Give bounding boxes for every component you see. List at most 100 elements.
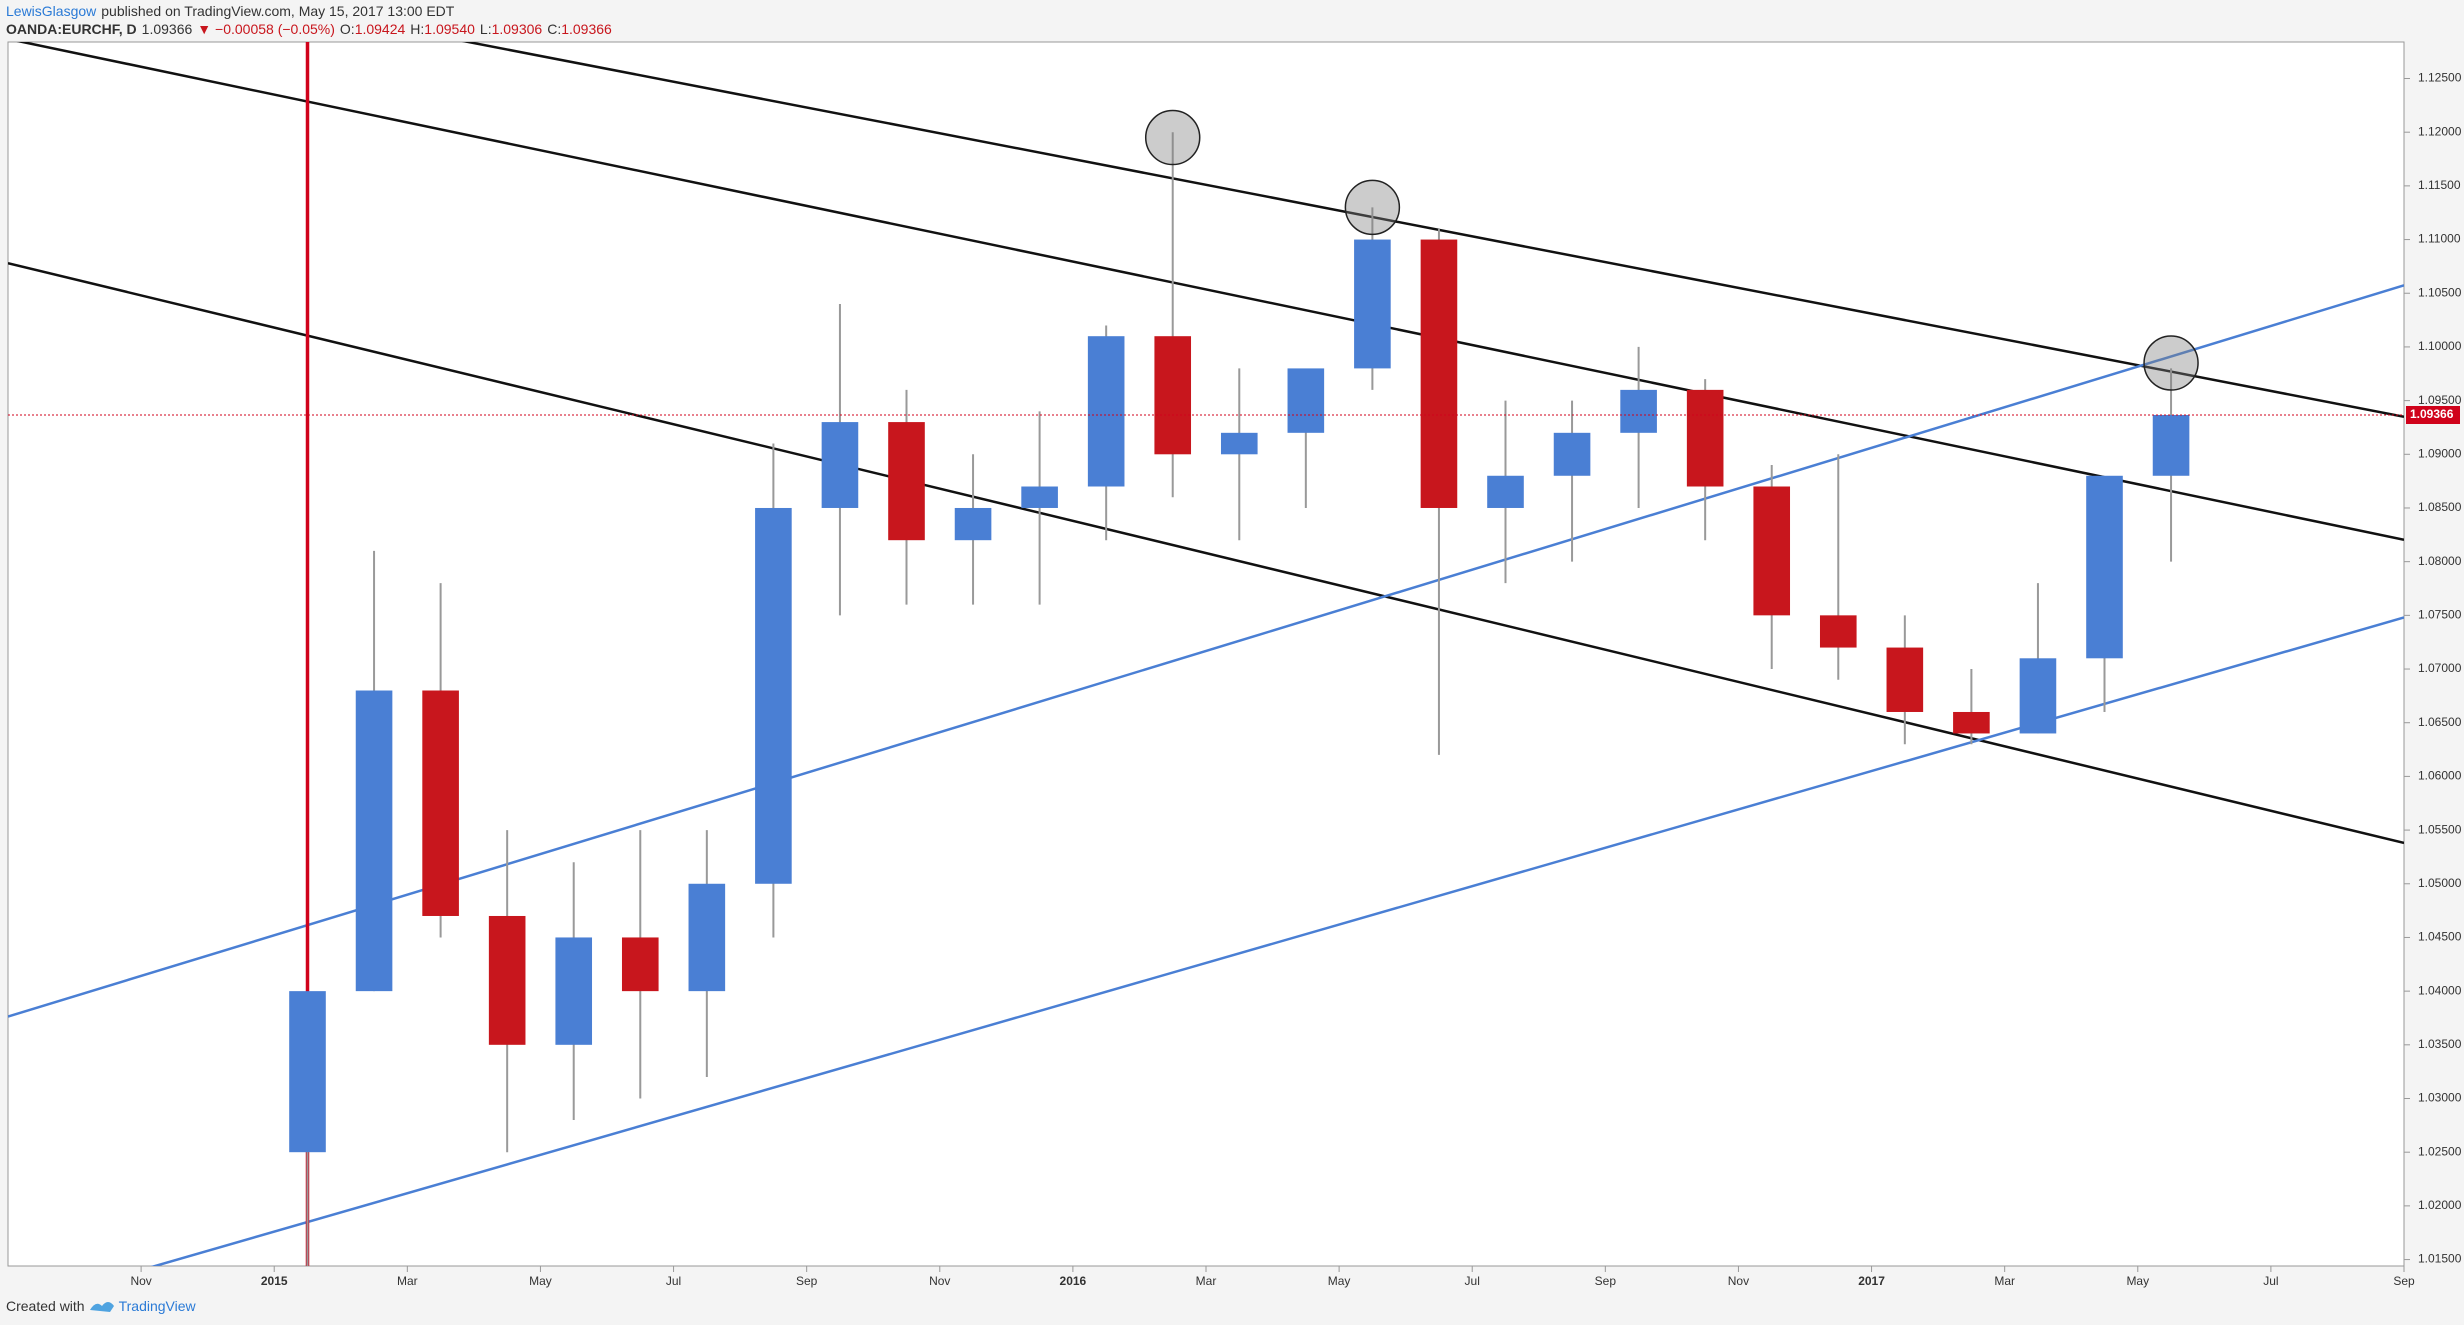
ohlc-value: 1.09366	[561, 21, 612, 37]
last-price-label: 1.09366	[2410, 407, 2454, 421]
candle-body	[555, 937, 593, 1045]
candle-body	[1819, 615, 1857, 648]
candle-body	[1420, 239, 1458, 508]
candle-body	[1753, 486, 1791, 616]
x-tick-label: 2015	[261, 1274, 288, 1288]
plot	[8, 42, 2404, 1266]
y-tick-label: 1.10500	[2418, 285, 2462, 299]
x-tick-label: Sep	[1595, 1274, 1617, 1288]
y-tick-label: 1.09500	[2418, 393, 2462, 407]
y-tick-label: 1.07500	[2418, 608, 2462, 622]
candle-body	[755, 507, 792, 884]
ohlc-label: H:	[410, 21, 424, 37]
candle-body	[821, 422, 859, 508]
x-tick-label: Sep	[2393, 1274, 2415, 1288]
x-tick-label: Sep	[796, 1274, 818, 1288]
footer: Created with TradingView	[6, 1298, 197, 1314]
ohlc-label: O:	[340, 21, 355, 37]
ohlc-value: 1.09540	[424, 21, 475, 37]
y-tick-label: 1.01500	[2418, 1252, 2462, 1266]
x-tick-label: Jul	[1465, 1274, 1480, 1288]
candle-body	[2019, 658, 2057, 734]
candle-body	[888, 422, 925, 541]
ohlc-value: 1.09424	[355, 21, 406, 37]
y-tick-label: 1.04500	[2418, 930, 2462, 944]
y-tick-label: 1.08000	[2418, 554, 2462, 568]
y-tick-label: 1.10000	[2418, 339, 2462, 353]
trendline	[8, 261, 2404, 845]
x-tick-label: 2016	[1060, 1274, 1087, 1288]
last-price-box	[2406, 405, 2460, 424]
y-tick-label: 1.12000	[2418, 124, 2462, 138]
y-tick-label: 1.02000	[2418, 1198, 2462, 1212]
trendline	[461, 42, 2404, 418]
y-tick-label: 1.04000	[2418, 983, 2462, 997]
brand[interactable]: TradingView	[119, 1298, 197, 1314]
y-tick-label: 1.11000	[2418, 232, 2461, 246]
candle-body	[1620, 389, 1657, 433]
x-tick-label: 2017	[1858, 1274, 1885, 1288]
highlight-circle	[2143, 335, 2199, 391]
brand-logo	[90, 1302, 114, 1312]
x-tick-label: Jul	[666, 1274, 681, 1288]
candle-body	[289, 991, 326, 1153]
candle-body	[1886, 647, 1924, 712]
candle-body	[954, 507, 992, 541]
candle-body	[1354, 239, 1391, 369]
created-with: Created with	[6, 1298, 85, 1314]
x-tick-label: Jul	[2263, 1274, 2278, 1288]
published: published on TradingView.com, May 15, 20…	[101, 3, 455, 19]
x-tick-label: Mar	[1994, 1274, 2015, 1288]
x-tick-label: May	[529, 1274, 552, 1288]
y-tick-label: 1.05000	[2418, 876, 2462, 890]
candle-body	[1553, 432, 1591, 476]
header-line1: LewisGlasgow published on TradingView.com…	[6, 3, 455, 19]
trendline	[8, 284, 2404, 1018]
y-tick-label: 1.08500	[2418, 500, 2462, 514]
candle-body	[488, 915, 526, 1045]
candle-body	[355, 690, 393, 992]
candle-body	[422, 690, 459, 916]
candle-body	[1087, 336, 1125, 487]
candle-body	[621, 937, 659, 992]
trendline	[16, 42, 2404, 542]
highlight-circle	[1144, 109, 1201, 166]
candle-body	[2086, 475, 2123, 659]
x-tick-label: Nov	[1728, 1274, 1749, 1288]
candle-body	[1487, 475, 1524, 508]
candle-body	[1154, 336, 1192, 455]
y-tick-label: 1.06500	[2418, 715, 2462, 729]
candle-body	[1287, 368, 1325, 433]
candle-body	[1220, 432, 1258, 455]
x-tick-label: Nov	[929, 1274, 950, 1288]
y-tick-label: 1.02500	[2418, 1144, 2462, 1158]
x-tick-label: May	[1328, 1274, 1351, 1288]
x-tick-label: Nov	[130, 1274, 151, 1288]
price: 1.09366	[142, 21, 193, 37]
change: ▼ −0.00058 (−0.05%)	[197, 21, 335, 37]
candle-body	[2152, 414, 2190, 476]
author[interactable]: LewisGlasgow	[6, 3, 97, 19]
symbol: OANDA:EURCHF, D	[6, 21, 137, 37]
candle-body	[1953, 711, 1990, 734]
candle-body	[688, 883, 726, 992]
candle-body	[1021, 486, 1058, 508]
highlight-circle	[1344, 179, 1401, 236]
y-tick-label: 1.11500	[2418, 178, 2461, 192]
ohlc-label: L:	[480, 21, 492, 37]
trendline	[150, 616, 2404, 1266]
y-tick-label: 1.05500	[2418, 822, 2462, 836]
x-tick-label: Mar	[1196, 1274, 1217, 1288]
x-tick-label: May	[2126, 1274, 2149, 1288]
candle-body	[1686, 389, 1724, 487]
y-tick-label: 1.03500	[2418, 1037, 2462, 1051]
y-tick-label: 1.09000	[2418, 446, 2462, 460]
y-tick-label: 1.03000	[2418, 1091, 2462, 1105]
header-line2: OANDA:EURCHF, D 1.09366 ▼ −0.00058 (−0.05%…	[6, 21, 612, 37]
ohlc-label: C:	[547, 21, 561, 37]
y-tick-label: 1.07000	[2418, 661, 2462, 675]
y-tick-label: 1.12500	[2418, 71, 2462, 85]
ohlc-value: 1.09306	[492, 21, 543, 37]
plot-area	[7, 41, 2405, 1267]
